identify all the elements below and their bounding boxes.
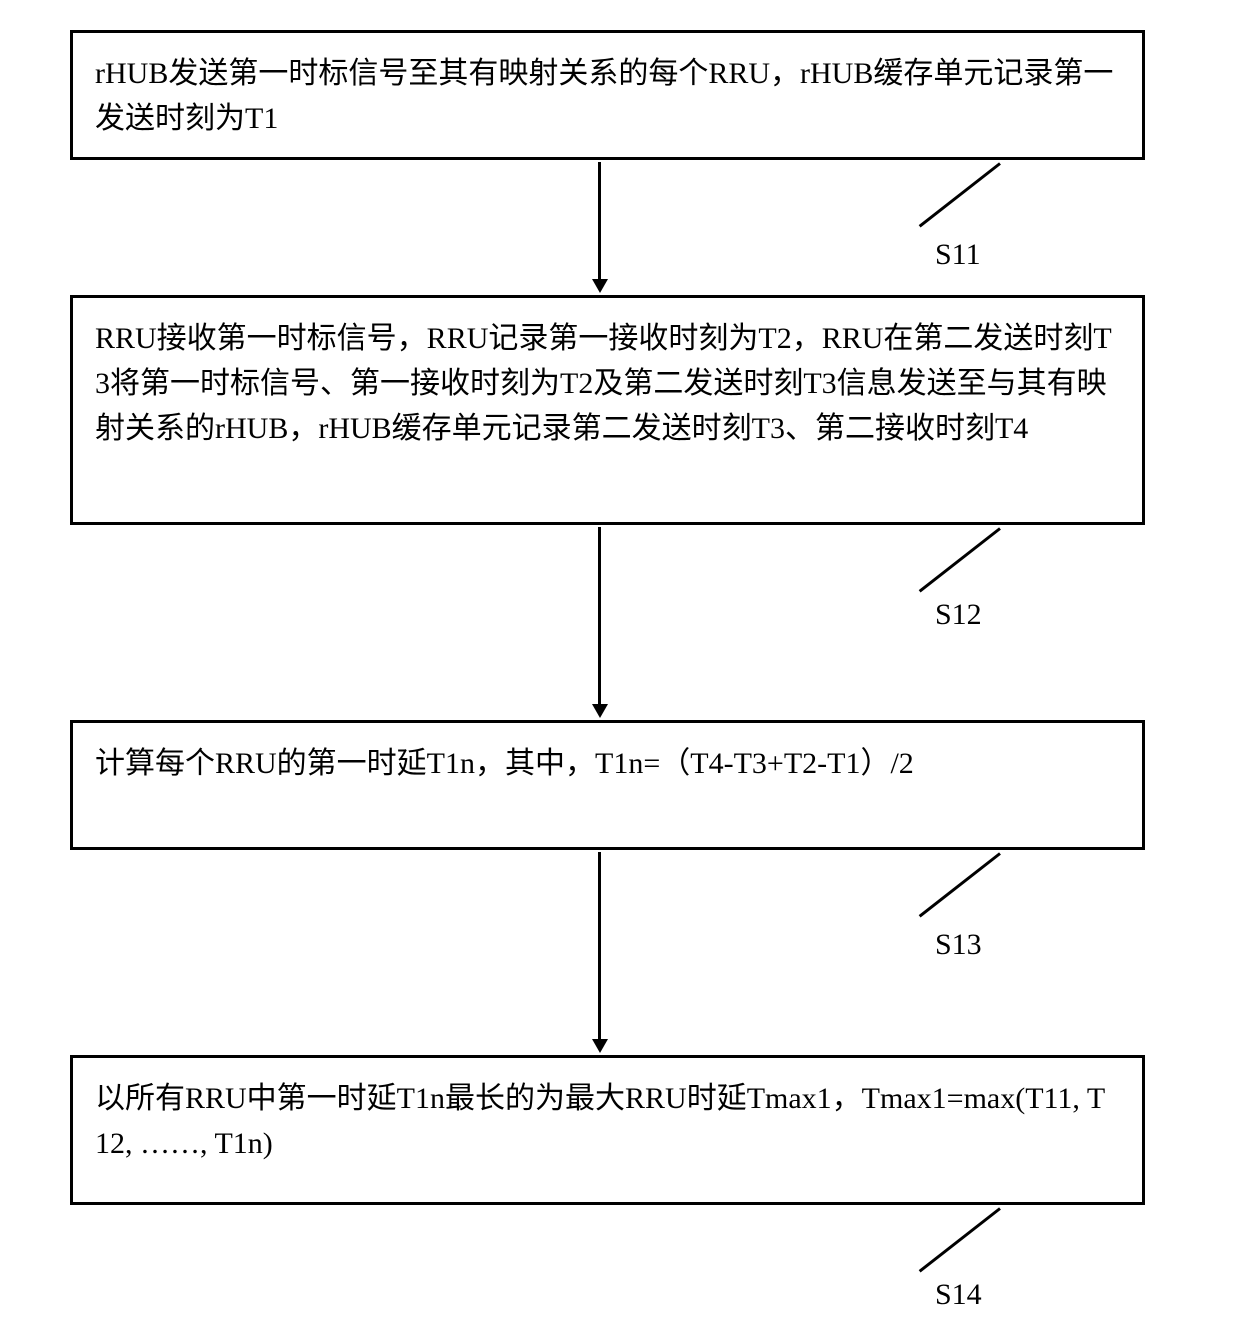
flowchart-box-s13: 计算每个RRU的第一时延T1n，其中，T1n=（T4-T3+T2-T1）/2 (70, 720, 1145, 850)
flowchart-box-s11: rHUB发送第一时标信号至其有映射关系的每个RRU，rHUB缓存单元记录第一发送… (70, 30, 1145, 160)
box-text: rHUB发送第一时标信号至其有映射关系的每个RRU，rHUB缓存单元记录第一发送… (95, 51, 1120, 141)
arrow-head (592, 1039, 608, 1053)
label-s14: S14 (935, 1278, 982, 1312)
flowchart-box-s12: RRU接收第一时标信号，RRU记录第一接收时刻为T2，RRU在第二发送时刻T3将… (70, 295, 1145, 525)
box-text: 以所有RRU中第一时延T1n最长的为最大RRU时延Tmax1，Tmax1=max… (95, 1076, 1120, 1166)
arrow-line (598, 852, 601, 1041)
label-line (919, 852, 1001, 917)
label-line (919, 527, 1001, 592)
arrow-line (598, 162, 601, 281)
arrow-head (592, 279, 608, 293)
label-line (919, 1207, 1001, 1272)
label-s13: S13 (935, 928, 982, 962)
arrow-line (598, 527, 601, 706)
box-text: 计算每个RRU的第一时延T1n，其中，T1n=（T4-T3+T2-T1）/2 (95, 741, 914, 786)
box-text: RRU接收第一时标信号，RRU记录第一接收时刻为T2，RRU在第二发送时刻T3将… (95, 316, 1120, 451)
label-s11: S11 (935, 238, 981, 272)
label-s12: S12 (935, 598, 982, 632)
label-line (919, 162, 1001, 227)
flowchart-container: rHUB发送第一时标信号至其有映射关系的每个RRU，rHUB缓存单元记录第一发送… (0, 0, 1240, 1322)
flowchart-box-s14: 以所有RRU中第一时延T1n最长的为最大RRU时延Tmax1，Tmax1=max… (70, 1055, 1145, 1205)
arrow-head (592, 704, 608, 718)
